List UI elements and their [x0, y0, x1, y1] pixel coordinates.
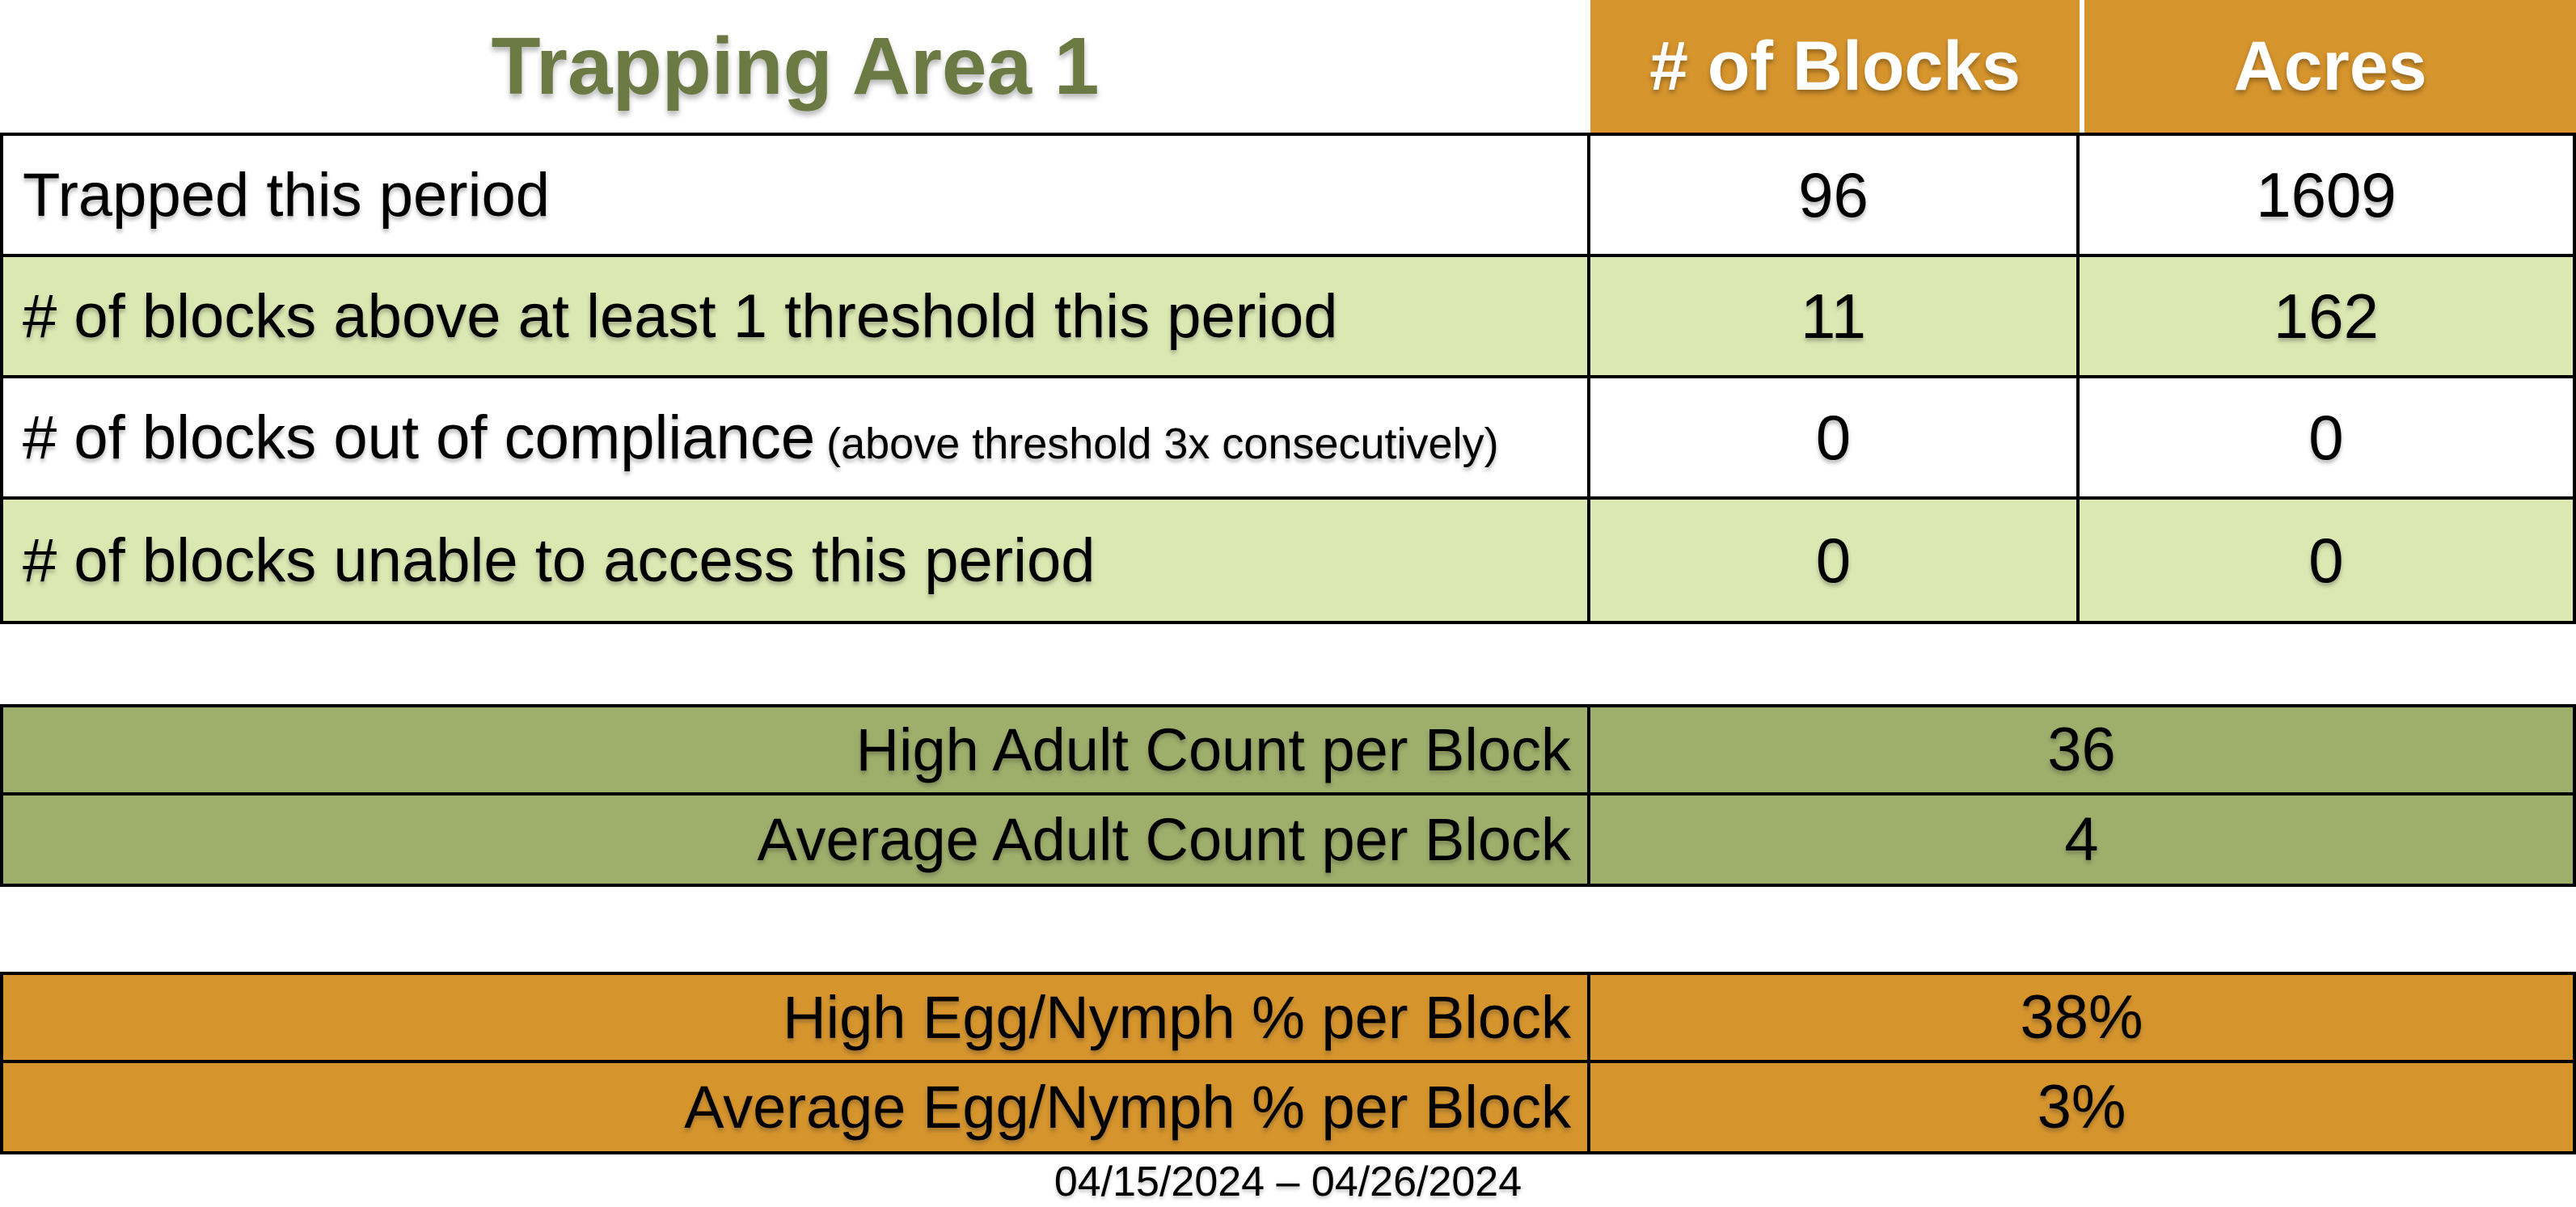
- acres-value-cell: 0: [2308, 401, 2344, 473]
- row-label-cell: # of blocks unable to access this period: [3, 500, 1590, 621]
- title-cell: Trapping Area 1: [0, 0, 1590, 133]
- date-range: 04/15/2024 – 04/26/2024: [1054, 1158, 1522, 1205]
- row-label-note: (above threshold 3x consecutively): [826, 419, 1499, 468]
- blocks-value-cell: 11: [1590, 257, 2080, 375]
- row-label: # of blocks above at least 1 threshold t…: [23, 281, 1338, 351]
- table-row: # of blocks out of compliance (above thre…: [3, 378, 2573, 500]
- egg-nymph-table: High Egg/Nymph % per Block 38% Average E…: [0, 972, 2576, 1154]
- row-label: Trapped this period: [23, 160, 551, 230]
- table-row: # of blocks above at least 1 threshold t…: [3, 257, 2573, 378]
- blocks-value-cell: 96: [1590, 136, 2080, 254]
- table-row: High Egg/Nymph % per Block 38%: [3, 975, 2573, 1063]
- stat-value-cell: 4: [2064, 805, 2099, 874]
- stat-label-cell: Average Egg/Nymph % per Block: [3, 1063, 1590, 1151]
- acres-value-cell: 1609: [2256, 158, 2397, 230]
- stat-label-cell: High Adult Count per Block: [3, 707, 1590, 792]
- stat-value-cell: 3%: [2037, 1073, 2126, 1142]
- stat-value-cell: 36: [2047, 715, 2116, 784]
- table-row: High Adult Count per Block 36: [3, 707, 2573, 796]
- row-label-cell: Trapped this period: [3, 136, 1590, 254]
- table-row: Average Egg/Nymph % per Block 3%: [3, 1063, 2573, 1151]
- stat-label-cell: Average Adult Count per Block: [3, 796, 1590, 884]
- stat-value-cell: 38%: [2020, 983, 2143, 1052]
- table-row: # of blocks unable to access this period…: [3, 500, 2573, 621]
- page-title: Trapping Area 1: [491, 20, 1100, 112]
- row-label-cell: # of blocks out of compliance (above thre…: [3, 378, 1590, 496]
- blocks-value-cell: 0: [1590, 500, 2080, 621]
- column-header-blocks: # of Blocks: [1590, 0, 2080, 133]
- adult-count-table: High Adult Count per Block 36 Average Ad…: [0, 704, 2576, 887]
- main-table-body: Trapped this period 96 1609 # of blocks …: [0, 133, 2576, 624]
- table-row: Trapped this period 96 1609: [3, 136, 2573, 257]
- row-label: # of blocks unable to access this period: [23, 525, 1096, 595]
- acres-value-cell: 162: [2273, 280, 2380, 352]
- stat-label-cell: High Egg/Nymph % per Block: [3, 975, 1590, 1060]
- row-label-cell: # of blocks above at least 1 threshold t…: [3, 257, 1590, 375]
- column-header-acres: Acres: [2080, 0, 2576, 133]
- table-row: Average Adult Count per Block 4: [3, 796, 2573, 884]
- main-table-header-row: Trapping Area 1 # of Blocks Acres: [0, 0, 2576, 133]
- blocks-value-cell: 0: [1590, 378, 2080, 496]
- acres-value-cell: 0: [2308, 524, 2344, 596]
- row-label: # of blocks out of compliance: [23, 403, 816, 472]
